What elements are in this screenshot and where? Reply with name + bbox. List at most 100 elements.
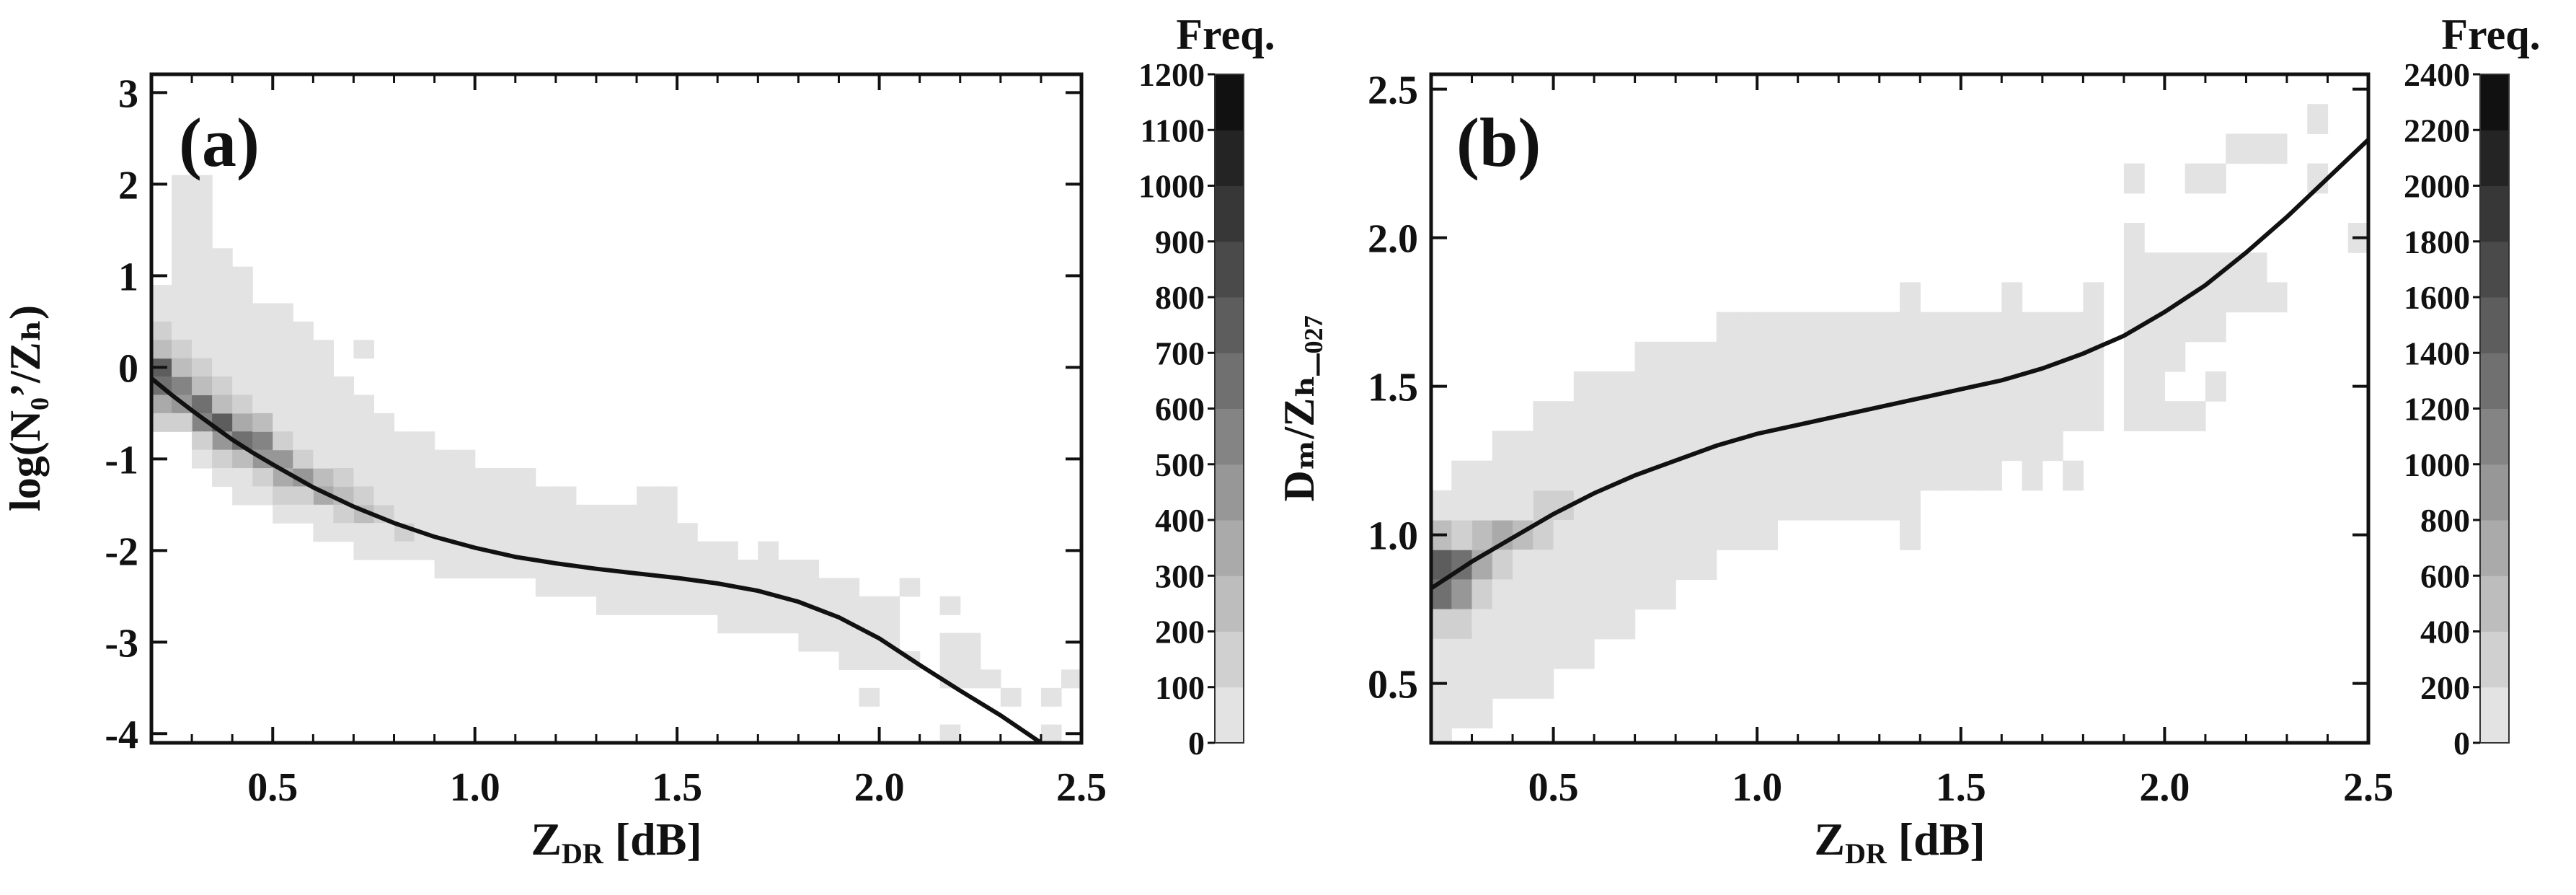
heatmap-bin (1900, 341, 1921, 372)
heatmap-bin (1655, 579, 1676, 610)
y-tick-label: 0.5 (1368, 663, 1418, 707)
heatmap-bin (1533, 460, 1554, 491)
heatmap-bin (333, 413, 355, 432)
heatmap-bin (859, 651, 880, 671)
heatmap-bin (798, 578, 820, 597)
colorbar-segment (2480, 353, 2509, 409)
heatmap-bin (1797, 490, 1819, 521)
heatmap-bin (454, 449, 476, 469)
heatmap-bin (1736, 490, 1758, 521)
heatmap-bin (535, 486, 557, 506)
heatmap-bin (172, 175, 192, 194)
heatmap-bin (192, 321, 213, 340)
heatmap-bin (192, 248, 213, 268)
heatmap-bin (758, 596, 779, 615)
heatmap-bin (495, 504, 516, 524)
heatmap-bin (474, 504, 496, 524)
heatmap-bin (353, 394, 375, 414)
heatmap-bin (1736, 371, 1758, 402)
heatmap-bin (1838, 312, 1860, 343)
heatmap-bins (1431, 104, 2368, 743)
heatmap-bin (1818, 341, 1839, 372)
heatmap-bin (1451, 460, 1473, 491)
heatmap-bin (232, 321, 253, 340)
heatmap-bin (1940, 401, 1962, 431)
heatmap-bin (2144, 252, 2165, 283)
heatmap-bin (212, 376, 233, 396)
heatmap-bin (212, 340, 233, 359)
heatmap-bin (2022, 401, 2043, 431)
colorbar-tick-label: 0 (2453, 725, 2470, 762)
heatmap-bin (1471, 609, 1493, 640)
heatmap-bin (1920, 312, 1942, 343)
heatmap-bin (353, 468, 375, 488)
heatmap-bin (273, 394, 293, 414)
heatmap-bin (1900, 431, 1921, 462)
colorbar-tick-label: 2000 (2404, 168, 2470, 205)
heatmap-bin (1655, 371, 1676, 402)
heatmap-bin (1573, 520, 1595, 550)
colorbar-tick-label: 1200 (1138, 56, 1205, 93)
heatmap-bin (1676, 371, 1696, 402)
heatmap-bin (1960, 401, 1982, 431)
y-tick-label: -1 (105, 438, 138, 482)
heatmap-bin (1797, 371, 1819, 402)
heatmap-bin (353, 413, 375, 432)
heatmap-bin (192, 449, 213, 469)
colorbar-tick-label: 100 (1155, 669, 1205, 706)
heatmap-bin (192, 431, 213, 451)
heatmap-bin (1451, 638, 1473, 669)
x-axis-label-unit: [dB] (1887, 814, 1986, 865)
heatmap-bin (1900, 520, 1921, 550)
heatmap-bin (293, 394, 314, 414)
heatmap-bin (252, 486, 273, 506)
heatmap-bin (172, 193, 192, 213)
heatmap-bin (515, 504, 536, 524)
heatmap-bin (1757, 371, 1779, 402)
heatmap-bin (758, 614, 779, 634)
panel-label: (a) (179, 104, 260, 181)
heatmap-bin (2083, 401, 2104, 431)
heatmap-bin (1900, 282, 1921, 313)
heatmap-bin (960, 669, 981, 689)
heatmap-bin (738, 560, 758, 579)
heatmap-bin (960, 632, 981, 652)
heatmap-bin (313, 376, 334, 396)
heatmap-bin (172, 211, 192, 231)
heatmap-bin (232, 303, 253, 322)
heatmap-bin (273, 321, 293, 340)
heatmap-bin (1696, 341, 1717, 372)
heatmap-bin (293, 376, 314, 396)
heatmap-bin (1573, 371, 1595, 402)
heatmap-bin (252, 431, 273, 451)
heatmap-bin (2123, 163, 2145, 194)
heatmap-bin (313, 431, 334, 451)
colorbar: 0 100 200 300 400 500 600 700 800 900 1000 1100 1200… (1138, 11, 1275, 762)
colorbar-tick-label: 200 (1155, 614, 1205, 651)
heatmap-bin (596, 504, 617, 524)
colorbar-tick-label: 1800 (2404, 224, 2470, 260)
heatmap-bin (1492, 579, 1513, 610)
heatmap-bin (2063, 401, 2084, 431)
heatmap-bin (1879, 431, 1900, 462)
heatmap-bin (1696, 490, 1717, 521)
colorbar-tick-label: 200 (2420, 669, 2470, 706)
heatmap-bin (293, 449, 314, 469)
heatmap-bin (252, 394, 273, 414)
heatmap-bin (616, 541, 637, 560)
heatmap-bin (657, 486, 678, 506)
heatmap-bin (616, 578, 637, 597)
heatmap-bin (1634, 490, 1656, 521)
heatmap-bin (2246, 282, 2267, 313)
heatmap-bin (616, 596, 637, 615)
heatmap-bin (879, 614, 900, 634)
heatmap-bin (232, 486, 253, 506)
heatmap-bin (1879, 490, 1900, 521)
heatmap-bin (313, 358, 334, 377)
heatmap-bin (1981, 371, 2002, 402)
colorbar-segment (2480, 687, 2509, 744)
heatmap-bin (2042, 312, 2063, 343)
heatmap-bin (2266, 282, 2288, 313)
heatmap-bin (1736, 312, 1758, 343)
heatmap-bin (252, 321, 273, 340)
